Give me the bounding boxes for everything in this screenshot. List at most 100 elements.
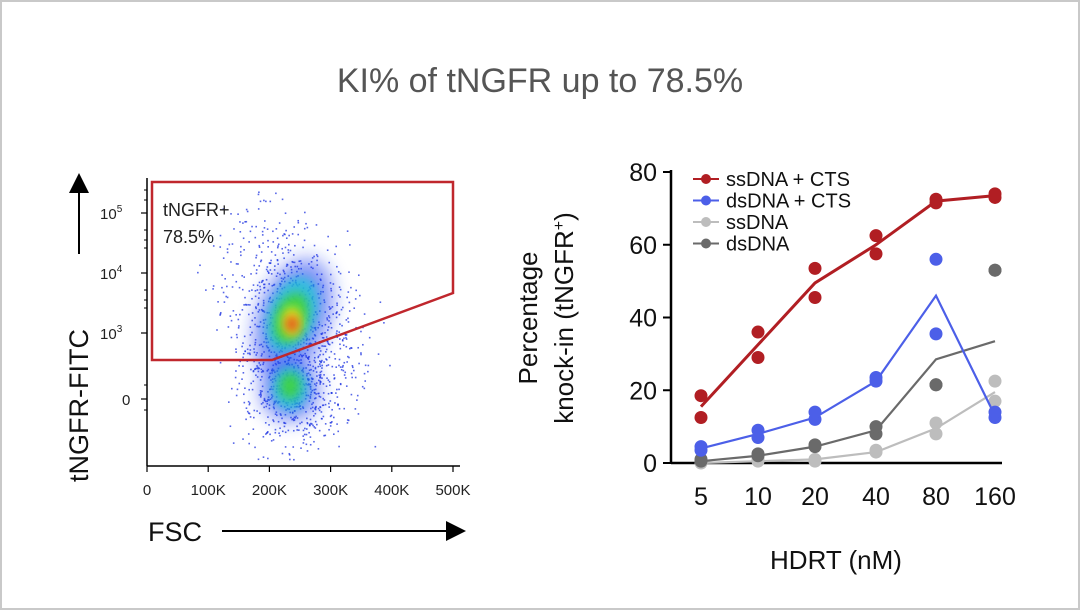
flow-event-dot: [374, 445, 377, 448]
flow-event-dot: [323, 374, 325, 376]
flow-event-dot: [257, 370, 260, 373]
flow-event-dot: [313, 255, 315, 258]
flow-event-dot: [326, 249, 329, 252]
flow-event-dot: [248, 313, 250, 316]
flow-x-tick-label: 300K: [313, 482, 348, 499]
flow-event-dot: [328, 261, 331, 264]
flow-event-dot: [347, 321, 350, 323]
flow-event-dot: [285, 229, 287, 232]
flow-event-dot: [311, 423, 313, 425]
flow-event-dot: [263, 287, 265, 289]
flow-event-dot: [257, 193, 260, 196]
flow-event-dot: [354, 408, 357, 410]
flow-event-dot: [309, 424, 311, 427]
flow-event-dot: [339, 323, 341, 325]
series-point: [694, 389, 708, 403]
flow-event-dot: [312, 365, 314, 368]
flow-event-dot: [323, 434, 325, 437]
flow-event-dot: [334, 253, 336, 256]
flow-event-dot: [254, 306, 257, 308]
flow-event-dot: [250, 368, 252, 371]
flow-event-dot: [302, 435, 305, 437]
legend-label: ssDNA: [726, 212, 789, 234]
flow-event-dot: [279, 427, 281, 430]
flow-event-dot: [235, 370, 237, 372]
flow-event-dot: [212, 288, 214, 290]
slide-title: KI% of tNGFR up to 78.5%: [336, 62, 744, 100]
flow-event-dot: [262, 456, 265, 458]
flow-event-dot: [314, 427, 317, 429]
line-y-tick-label: 80: [629, 159, 657, 187]
flow-event-dot: [269, 433, 271, 436]
flow-event-dot: [329, 415, 332, 418]
flow-event-dot: [306, 450, 309, 452]
flow-event-dot: [340, 308, 343, 311]
flow-event-dot: [287, 251, 290, 254]
flow-event-dot: [258, 292, 261, 294]
flow-event-dot: [339, 347, 342, 350]
flow-event-dot: [235, 348, 237, 350]
flow-event-dot: [303, 433, 306, 436]
flow-event-dot: [305, 443, 308, 446]
legend-label: ssDNA + CTS: [726, 169, 850, 191]
flow-event-dot: [254, 289, 257, 292]
flow-event-dot: [230, 336, 233, 339]
flow-event-dot: [324, 434, 327, 437]
flow-event-dot: [318, 409, 321, 412]
flow-event-dot: [333, 353, 336, 355]
flow-event-dot: [350, 372, 353, 375]
flow-event-dot: [251, 225, 253, 228]
flow-event-dot: [336, 336, 339, 339]
flow-event-dot: [232, 442, 235, 444]
flow-event-dot: [244, 221, 246, 223]
series-point: [751, 423, 765, 437]
flow-event-dot: [236, 336, 238, 339]
flow-event-dot: [326, 377, 328, 380]
flow-event-dot: [252, 380, 255, 383]
flow-event-dot: [292, 429, 295, 432]
flow-event-dot: [247, 303, 249, 306]
flow-event-dot: [284, 422, 287, 425]
flow-event-dot: [356, 394, 359, 397]
flow-event-dot: [339, 288, 342, 291]
flow-event-dot: [258, 244, 261, 247]
flow-event-dot: [230, 261, 232, 263]
flow-event-dot: [239, 231, 242, 233]
flow-event-dot: [360, 330, 362, 333]
flow-event-dot: [236, 388, 239, 391]
flow-event-dot: [345, 334, 348, 336]
flow-event-dot: [310, 422, 312, 425]
flow-event-dot: [237, 327, 240, 329]
flow-event-dot: [246, 210, 249, 213]
flow-event-dot: [302, 246, 304, 249]
flow-event-dot: [247, 412, 250, 414]
flow-event-dot: [309, 436, 312, 438]
flow-event-dot: [249, 416, 252, 418]
flow-event-dot: [277, 420, 280, 423]
flow-event-dot: [325, 348, 328, 351]
flow-gate-polygon: [150, 180, 455, 362]
flow-event-dot: [240, 245, 242, 248]
flow-event-dot: [212, 245, 215, 247]
flow-event-dot: [314, 406, 317, 409]
flow-event-dot: [300, 447, 302, 449]
series-point: [751, 447, 765, 461]
line-series-group: [694, 187, 1002, 470]
flow-event-dot: [329, 400, 332, 402]
flow-event-dot: [224, 277, 226, 280]
flow-event-dot: [337, 271, 340, 273]
flow-event-dot: [344, 377, 347, 379]
series-point: [929, 192, 943, 206]
flow-event-dot: [249, 326, 252, 328]
flow-event-dot: [261, 234, 264, 236]
flow-event-dot: [343, 374, 346, 376]
flow-event-dot: [345, 385, 348, 387]
flow-event-dot: [312, 410, 314, 413]
flow-event-dot: [277, 263, 279, 265]
flow-event-dot: [321, 359, 323, 362]
flow-event-dot: [318, 374, 321, 377]
series-point: [869, 443, 883, 457]
flow-event-dot: [336, 388, 338, 391]
flow-event-dot: [327, 343, 330, 346]
